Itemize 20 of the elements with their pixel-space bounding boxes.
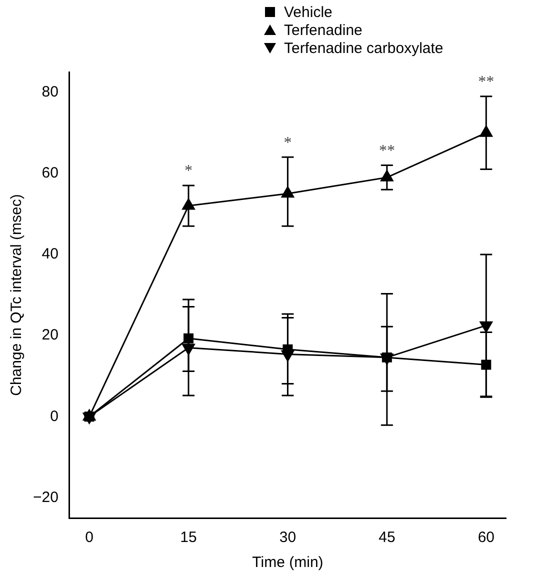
y-tick-label: 60 (42, 164, 58, 182)
x-tick-label: 0 (85, 529, 94, 546)
annotation: * (284, 134, 292, 152)
annotation: * (184, 162, 193, 180)
y-tick-label: 20 (42, 326, 58, 344)
x-tick-label: 15 (180, 529, 197, 546)
x-axis-title: Time (min) (252, 554, 324, 572)
y-axis-title: Change in QTc interval (msec) (8, 194, 26, 396)
y-tick-label: 0 (50, 408, 58, 425)
y-tick-label: 80 (42, 83, 58, 100)
y-tick-label: 40 (42, 246, 58, 263)
y-tick-label: −20 (32, 488, 58, 506)
annotation: ** (478, 74, 494, 91)
x-tick-label: 60 (478, 529, 494, 546)
legend-label: Terfenadine carboxylate (284, 40, 444, 57)
x-tick-label: 45 (378, 529, 396, 546)
legend-label: Vehicle (284, 4, 332, 21)
x-tick-label: 30 (279, 529, 296, 546)
annotation: ** (378, 142, 395, 160)
legend-label: Terfenadine (284, 22, 362, 39)
